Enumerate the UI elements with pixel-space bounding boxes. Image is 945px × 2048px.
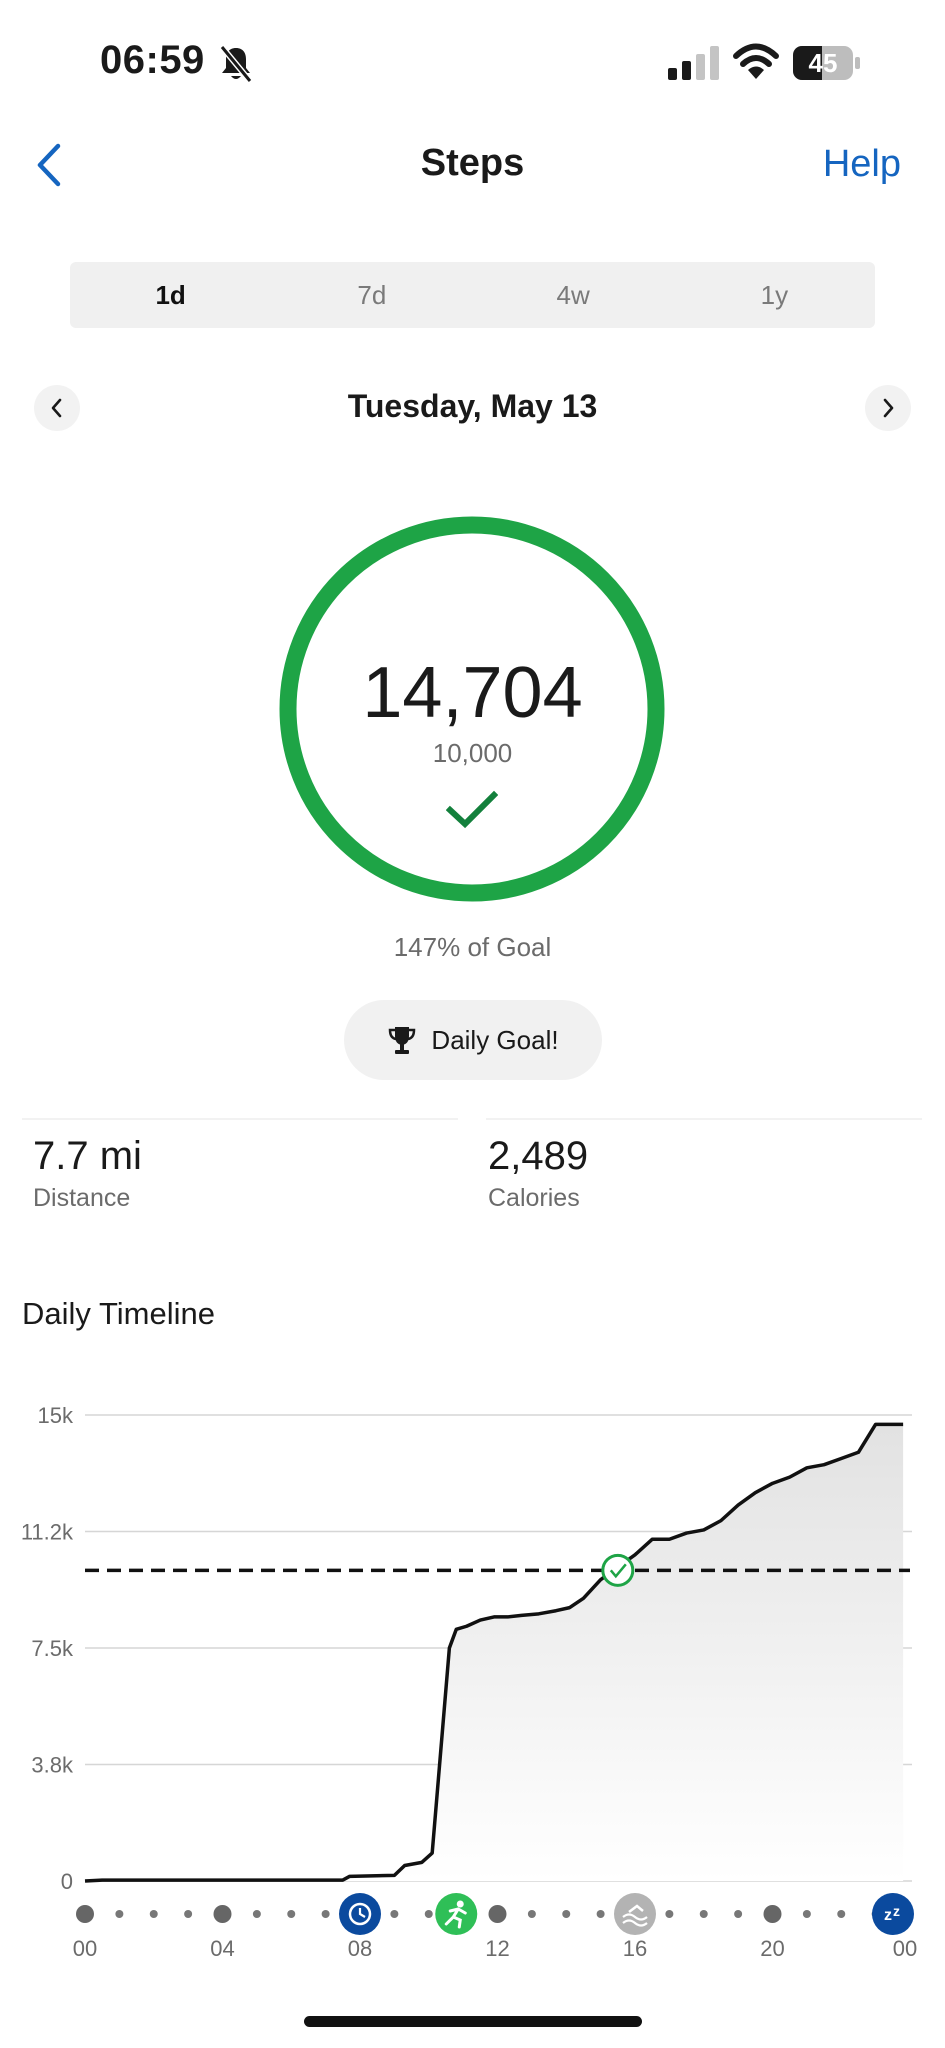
cellular-signal-icon — [668, 46, 719, 80]
timeline-title: Daily Timeline — [22, 1296, 215, 1331]
swim-icon — [622, 1913, 648, 1927]
hour-dot — [252, 1910, 261, 1918]
distance-label: Distance — [33, 1184, 131, 1212]
tab-1y[interactable]: 1y — [760, 280, 789, 310]
daily-goal-label: Daily Goal! — [431, 1024, 559, 1055]
goal-reached-marker — [601, 1553, 635, 1587]
hour-dot — [287, 1910, 296, 1918]
silent-mode-icon — [219, 45, 253, 83]
next-day-button[interactable] — [865, 385, 911, 431]
y-tick-label: 15k — [38, 1403, 74, 1428]
swimmer-figure — [628, 1904, 644, 1913]
hour-dot — [149, 1910, 158, 1918]
x-tick-label: 12 — [485, 1936, 509, 1961]
steps-line — [84, 1422, 904, 1883]
date-label: Tuesday, May 13 — [347, 388, 598, 424]
clock-icon — [348, 1902, 372, 1926]
trophy-icon — [389, 1027, 416, 1054]
y-tick-label: 3.8k — [31, 1753, 74, 1778]
hour-dot — [321, 1910, 330, 1918]
goal-reached-check-icon — [609, 1563, 627, 1579]
steps-area — [85, 1424, 904, 1881]
running-icon — [456, 1900, 464, 1908]
calories-value: 2,489 — [488, 1134, 589, 1178]
x-tick-label: 00 — [73, 1936, 97, 1961]
clock-hands — [358, 1908, 366, 1918]
page-title: Steps — [420, 142, 525, 184]
tab-4w[interactable]: 4w — [556, 280, 590, 310]
y-tick-label: 11.2k — [21, 1520, 74, 1545]
x-tick-label: 08 — [348, 1936, 372, 1961]
range-tabs: 1d 7d 4w 1y — [70, 262, 875, 328]
x-tick-label: 20 — [760, 1936, 784, 1961]
hour-dot — [184, 1910, 193, 1918]
x-tick-label: 16 — [623, 1936, 647, 1961]
y-tick-label: 7.5k — [31, 1636, 74, 1661]
stat-divider-left — [22, 1118, 458, 1120]
hour-dot — [699, 1910, 708, 1918]
stat-divider-right — [486, 1118, 922, 1120]
hour-dot — [596, 1910, 605, 1918]
help-link[interactable]: Help — [822, 143, 901, 185]
x-tick-label: 04 — [210, 1936, 234, 1961]
status-time: 06:59 — [100, 38, 205, 82]
hour-dot-major — [76, 1905, 94, 1923]
hour-dot — [734, 1910, 743, 1918]
y-tick-label: 0 — [61, 1869, 73, 1894]
steps-goal: 10,000 — [432, 738, 513, 768]
home-indicator — [304, 2016, 642, 2027]
battery-icon — [793, 46, 860, 80]
hour-dot-major — [213, 1905, 232, 1923]
chevron-right-icon — [883, 398, 894, 418]
tab-1d[interactable]: 1d — [155, 280, 186, 310]
back-button[interactable] — [30, 140, 70, 190]
sleep-icon: z — [884, 1907, 892, 1924]
activity-marker — [614, 1893, 656, 1935]
battery-level: 45 — [808, 48, 838, 78]
running-figure — [444, 1907, 467, 1929]
hour-dot-major — [488, 1905, 507, 1923]
hour-dot — [837, 1910, 846, 1918]
x-tick-label: 00 — [893, 1936, 917, 1961]
previous-day-button[interactable] — [34, 385, 80, 431]
calories-label: Calories — [488, 1184, 580, 1212]
hour-dot — [527, 1910, 536, 1918]
hour-dot — [562, 1910, 571, 1918]
chevron-left-icon — [51, 398, 62, 418]
wifi-icon — [733, 43, 779, 79]
goal-check-icon — [446, 790, 498, 829]
battery-indicator: 45 — [792, 45, 862, 81]
goal-progress-ring — [279, 516, 665, 902]
hour-dot — [115, 1910, 124, 1918]
hour-dot — [665, 1910, 674, 1918]
daily-goal-badge[interactable]: Daily Goal! — [344, 1000, 602, 1080]
distance-value: 7.7 mi — [33, 1134, 142, 1178]
sleep-icon-z2: z — [893, 1903, 900, 1919]
hour-dot — [424, 1910, 433, 1918]
hour-dot — [802, 1910, 811, 1918]
hour-dot-major — [763, 1905, 782, 1923]
tab-7d[interactable]: 7d — [357, 280, 387, 310]
goal-percent: 147% of Goal — [393, 932, 552, 962]
steps-count: 14,704 — [362, 653, 583, 733]
hour-dot — [390, 1910, 399, 1918]
activity-marker — [872, 1893, 914, 1935]
